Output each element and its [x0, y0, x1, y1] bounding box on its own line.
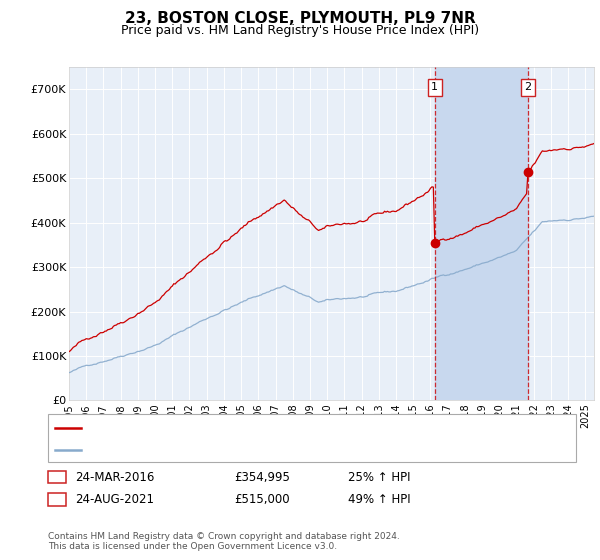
- Text: £354,995: £354,995: [234, 470, 290, 484]
- Text: 25% ↑ HPI: 25% ↑ HPI: [348, 470, 410, 484]
- Text: HPI: Average price, detached house, City of Plymouth: HPI: Average price, detached house, City…: [87, 445, 380, 455]
- Text: 49% ↑ HPI: 49% ↑ HPI: [348, 493, 410, 506]
- Text: 2: 2: [53, 493, 61, 506]
- Bar: [435, 67, 528, 400]
- Text: 23, BOSTON CLOSE, PLYMOUTH, PL9 7NR (detached house): 23, BOSTON CLOSE, PLYMOUTH, PL9 7NR (det…: [87, 423, 412, 433]
- Text: 1: 1: [53, 470, 61, 484]
- Text: Contains HM Land Registry data © Crown copyright and database right 2024.
This d: Contains HM Land Registry data © Crown c…: [48, 532, 400, 552]
- Text: 23, BOSTON CLOSE, PLYMOUTH, PL9 7NR: 23, BOSTON CLOSE, PLYMOUTH, PL9 7NR: [125, 11, 475, 26]
- Text: £515,000: £515,000: [234, 493, 290, 506]
- Text: Price paid vs. HM Land Registry's House Price Index (HPI): Price paid vs. HM Land Registry's House …: [121, 24, 479, 36]
- Text: 24-AUG-2021: 24-AUG-2021: [75, 493, 154, 506]
- Text: 2: 2: [524, 82, 532, 92]
- Text: 1: 1: [431, 82, 438, 92]
- Text: 24-MAR-2016: 24-MAR-2016: [75, 470, 154, 484]
